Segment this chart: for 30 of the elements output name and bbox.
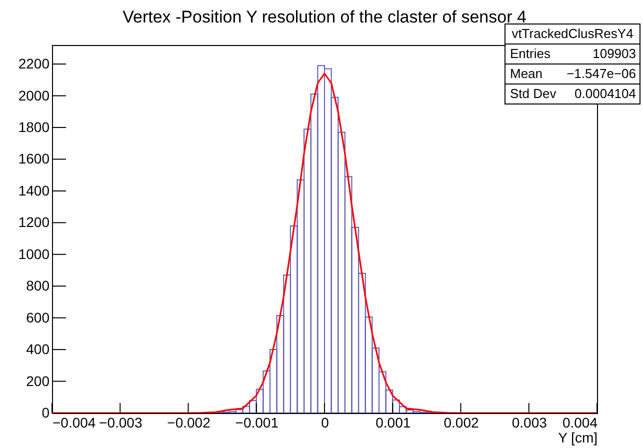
annotation: Std Dev bbox=[510, 86, 557, 101]
y-tick-label: 0 bbox=[42, 404, 50, 420]
chart-title: Vertex -Position Y resolution of the claster of sensor 4 bbox=[122, 8, 526, 26]
y-tick-label: 1000 bbox=[18, 246, 50, 262]
x-tick-label: −0.001 bbox=[235, 414, 279, 430]
x-tick-label: −0.004 bbox=[52, 414, 96, 430]
annotation: 0.0004104 bbox=[574, 86, 636, 101]
x-tick-label: 0.001 bbox=[376, 414, 411, 430]
annotation: Mean bbox=[510, 66, 543, 81]
y-tick-label: 2000 bbox=[18, 87, 50, 104]
x-tick-label: 0.004 bbox=[562, 414, 598, 430]
x-tick-label: 0 bbox=[321, 414, 330, 430]
y-tick-label: 1400 bbox=[18, 182, 50, 198]
y-tick-label: 200 bbox=[26, 372, 50, 389]
annotation: 109903 bbox=[592, 46, 636, 61]
x-tick-label: −0.003 bbox=[99, 414, 142, 430]
y-tick-label: 2200 bbox=[18, 56, 50, 72]
x-axis-title: Y [cm] bbox=[558, 430, 598, 446]
x-tick-label: −0.002 bbox=[167, 414, 211, 430]
text: vtTrackedClusResY4 bbox=[512, 26, 634, 41]
y-tick-label: 1600 bbox=[18, 150, 50, 167]
y-tick-label: 400 bbox=[26, 341, 50, 358]
y-tick-label: 1800 bbox=[18, 118, 50, 135]
y-tick-label: 800 bbox=[26, 278, 50, 294]
x-tick-label: 0.003 bbox=[512, 414, 548, 430]
y-tick-label: 600 bbox=[26, 309, 50, 326]
annotation: −1.547e−06 bbox=[566, 66, 636, 81]
x-tick-label: 0.002 bbox=[444, 414, 479, 430]
annotation: Entries bbox=[510, 46, 551, 61]
y-tick-label: 1200 bbox=[18, 214, 50, 230]
